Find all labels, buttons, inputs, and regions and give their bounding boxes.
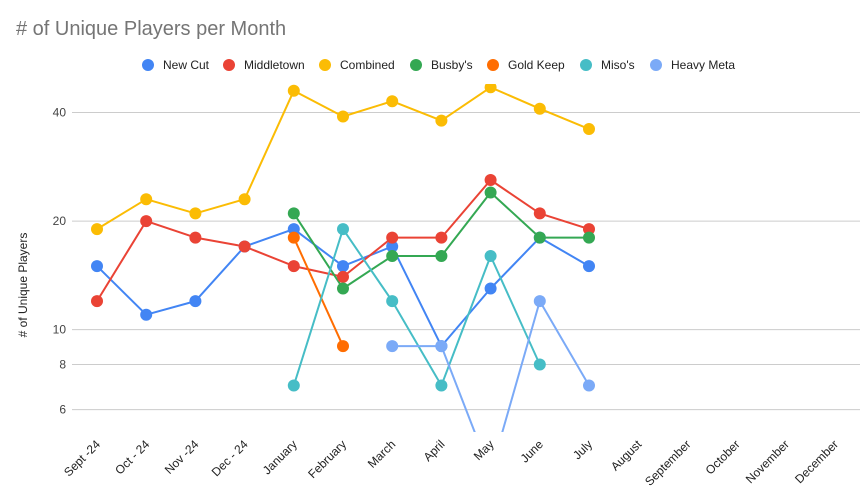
x-tick-label: Oct - 24 xyxy=(112,437,152,477)
legend-label: Busby's xyxy=(431,58,473,72)
data-point-miso-s xyxy=(337,223,349,236)
legend-marker xyxy=(223,59,235,71)
legend-item-middletown: Middletown xyxy=(223,56,305,74)
data-point-busby-s xyxy=(435,250,448,262)
data-point-busby-s xyxy=(583,231,595,244)
data-point-combined xyxy=(287,84,300,97)
data-point-heavy-meta xyxy=(533,295,546,308)
legend-label: Combined xyxy=(340,58,395,72)
data-point-middletown xyxy=(533,207,546,220)
data-point-heavy-meta xyxy=(485,467,497,479)
data-point-heavy-meta xyxy=(435,340,448,353)
data-point-middletown xyxy=(287,260,300,273)
x-tick-label: May xyxy=(471,437,497,463)
x-tick-label: November xyxy=(743,437,792,486)
data-point-combined xyxy=(337,110,349,123)
x-tick-label: June xyxy=(518,437,547,466)
data-point-busby-s xyxy=(287,207,300,220)
series-line-combined xyxy=(96,86,590,230)
data-point-middletown xyxy=(238,240,251,253)
data-point-new-cut xyxy=(140,308,153,321)
y-tick-label: 20 xyxy=(53,214,67,228)
series-line-gold-keep xyxy=(292,237,344,347)
data-point-busby-s xyxy=(533,231,546,244)
legend-item-combined: Combined xyxy=(319,56,395,74)
data-point-heavy-meta xyxy=(583,379,595,392)
data-point-miso-s xyxy=(287,379,300,392)
x-tick-label: March xyxy=(365,437,398,470)
legend-marker xyxy=(580,59,592,71)
data-point-gold-keep xyxy=(337,340,349,353)
data-point-combined xyxy=(238,193,251,206)
x-tick-label: Nov -24 xyxy=(162,437,202,477)
data-point-busby-s xyxy=(484,186,497,199)
x-tick-label: July xyxy=(570,437,595,462)
data-point-middletown xyxy=(386,231,399,244)
data-point-combined xyxy=(583,123,595,135)
x-tick-label: April xyxy=(421,437,448,464)
data-point-combined xyxy=(91,223,103,236)
data-point-new-cut xyxy=(484,282,497,295)
legend-marker xyxy=(650,59,662,71)
data-point-middletown xyxy=(189,231,202,244)
series-line-miso-s xyxy=(292,228,541,387)
x-tick-label: September xyxy=(642,437,693,488)
legend-item-miso-s: Miso's xyxy=(580,56,635,74)
legend-item-busby-s: Busby's xyxy=(410,56,473,74)
data-point-middletown xyxy=(337,270,349,283)
x-tick-label: February xyxy=(305,437,349,481)
data-point-new-cut xyxy=(91,260,103,273)
chart-title: # of Unique Players per Month xyxy=(16,18,287,40)
legend-label: New Cut xyxy=(163,58,210,72)
y-tick-label: 8 xyxy=(59,358,66,372)
data-point-gold-keep xyxy=(287,231,300,244)
series-line-heavy-meta xyxy=(392,300,590,432)
data-point-new-cut xyxy=(337,260,349,273)
legend-marker xyxy=(142,59,154,71)
legend-marker xyxy=(487,59,499,71)
data-point-combined xyxy=(533,102,546,115)
data-point-combined xyxy=(189,207,202,220)
legend-marker xyxy=(410,59,422,71)
data-point-miso-s xyxy=(533,358,546,371)
legend-marker xyxy=(319,59,331,71)
data-point-middletown xyxy=(140,215,153,228)
data-point-new-cut xyxy=(583,260,595,273)
x-tick-label: August xyxy=(608,437,645,474)
data-point-combined xyxy=(484,84,497,94)
legend-item-new-cut: New Cut xyxy=(142,56,209,74)
legend-label: Heavy Meta xyxy=(671,58,736,72)
data-point-new-cut xyxy=(287,223,300,236)
data-point-new-cut xyxy=(189,295,202,308)
x-tick-label: Sept -24 xyxy=(61,437,103,479)
data-point-miso-s xyxy=(386,295,399,308)
legend-item-heavy-meta: Heavy Meta xyxy=(650,56,735,74)
data-point-combined xyxy=(140,193,153,206)
data-point-miso-s xyxy=(484,250,497,262)
x-tick-label: December xyxy=(792,437,841,486)
legend-label: Miso's xyxy=(601,58,635,72)
legend: New Cut Middletown Combined Busby's Gold Kee… xyxy=(0,56,860,74)
x-tick-label: October xyxy=(703,437,743,477)
data-point-middletown xyxy=(91,295,103,308)
y-tick-label: 10 xyxy=(53,323,67,337)
data-point-miso-s xyxy=(435,379,448,392)
data-point-busby-s xyxy=(337,282,349,295)
data-point-middletown xyxy=(583,223,595,236)
legend-item-gold-keep: Gold Keep xyxy=(487,56,565,74)
legend-label: Middletown xyxy=(244,58,305,72)
x-tick-label: Dec - 24 xyxy=(209,437,251,479)
y-tick-label: 6 xyxy=(59,403,66,417)
y-tick-label: 40 xyxy=(53,106,67,120)
legend-label: Gold Keep xyxy=(508,58,565,72)
data-point-combined xyxy=(386,95,399,108)
data-point-middletown xyxy=(484,174,497,186)
data-point-new-cut xyxy=(386,240,399,253)
data-point-heavy-meta xyxy=(386,340,399,353)
x-tick-label: January xyxy=(260,437,300,477)
data-point-combined xyxy=(435,114,448,127)
data-point-middletown xyxy=(435,231,448,244)
data-point-busby-s xyxy=(386,250,399,262)
